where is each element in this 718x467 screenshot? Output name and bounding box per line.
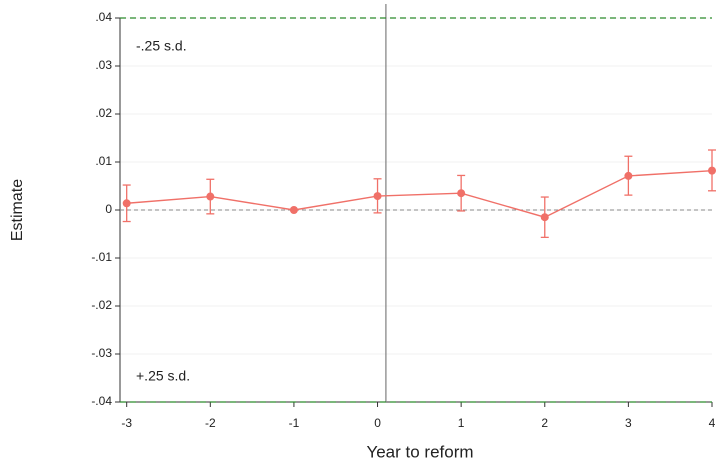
y-tick-label: .01	[95, 154, 112, 168]
point	[373, 192, 382, 201]
point	[457, 189, 466, 198]
y-tick-label: 0	[105, 202, 112, 216]
x-tick-label: 1	[458, 416, 465, 430]
x-tick-label: -2	[205, 416, 216, 430]
point	[122, 199, 131, 208]
x-tick-label: 0	[374, 416, 381, 430]
ref-label: -.25 s.d.	[136, 38, 187, 54]
point	[540, 213, 549, 222]
y-tick-label: -.02	[91, 298, 112, 312]
x-tick-label: -3	[121, 416, 132, 430]
x-tick-label: -1	[289, 416, 300, 430]
point	[289, 206, 298, 214]
ref-label: +.25 s.d.	[136, 368, 190, 384]
x-tick-label: 2	[541, 416, 548, 430]
x-tick-label: 4	[709, 416, 716, 430]
series-line	[126, 169, 713, 218]
point	[708, 166, 716, 175]
y-tick-label: -.01	[91, 250, 112, 264]
y-tick-label: .04	[95, 10, 112, 24]
y-tick-label: .02	[95, 106, 112, 120]
y-tick-label: -.04	[91, 394, 112, 408]
y-axis-label: Estimate	[9, 179, 26, 241]
x-axis-label: Year to reform	[366, 442, 473, 461]
x-tick-label: 3	[625, 416, 632, 430]
y-tick-label: .03	[95, 58, 112, 72]
point	[206, 192, 215, 201]
point	[624, 171, 633, 180]
y-tick-label: -.03	[91, 346, 112, 360]
